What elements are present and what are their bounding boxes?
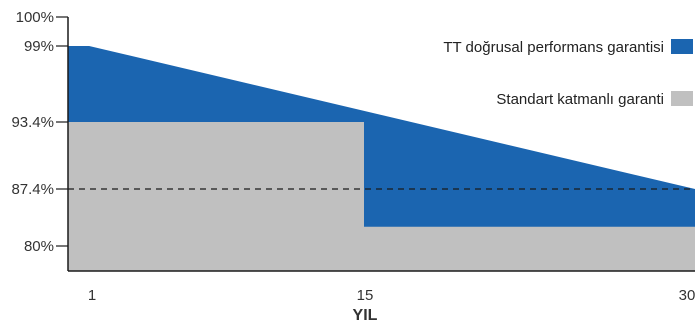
legend-swatch: [671, 91, 693, 106]
y-tick-label: 87.4%: [11, 181, 54, 198]
x-axis-ticks: 1 15 30: [88, 287, 695, 304]
y-tick-label: 80%: [24, 238, 54, 255]
x-tick-label: 15: [357, 287, 374, 304]
y-axis-ticks: 100% 99% 93.4% 87.4% 80%: [11, 9, 68, 255]
x-tick-label: 30: [679, 287, 695, 304]
legend-label: TT doğrusal performans garantisi: [443, 39, 664, 56]
x-axis-title: YIL: [353, 307, 378, 324]
series-area-tiered: [68, 122, 695, 271]
y-tick-label: 100%: [16, 9, 54, 26]
axes: [67, 17, 695, 272]
x-tick-label: 1: [88, 287, 96, 304]
series-areas: [68, 46, 695, 271]
legend-swatch: [671, 39, 693, 54]
legend: TT doğrusal performans garantisi Standart…: [443, 39, 693, 108]
y-tick-label: 93.4%: [11, 114, 54, 131]
y-tick-label: 99%: [24, 38, 54, 55]
legend-label: Standart katmanlı garanti: [496, 91, 664, 108]
